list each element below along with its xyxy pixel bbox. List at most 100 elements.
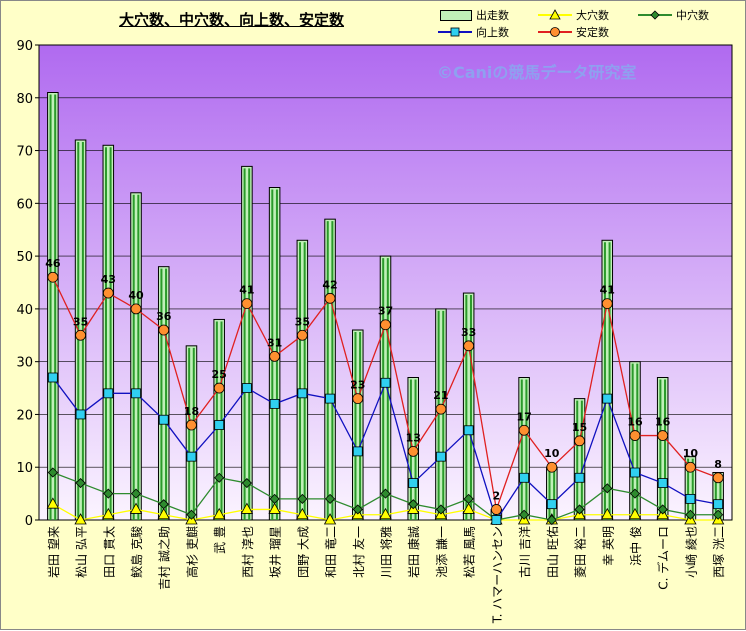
marker-point [463,493,474,504]
legend-swatch-line [538,25,572,39]
marker-point [296,329,308,341]
bar [102,144,115,521]
marker-point [325,393,335,404]
y-tick-label: 50 [16,250,33,265]
marker-point [102,287,114,299]
x-tick-label: 古川 吉洋 [517,526,532,578]
x-tick-label: 西村 淳也 [240,526,255,578]
marker-point [241,477,252,489]
marker-point [602,393,613,404]
marker-point [574,472,585,483]
marker-point [352,446,363,457]
marker-point [435,504,447,515]
bar-fill [47,92,59,521]
bar-fill [352,329,364,521]
legend-label: 安定数 [576,26,609,39]
bar-fill [213,318,225,521]
x-tick-label: 田口 貫太 [101,526,116,578]
data-label: 16 [627,416,643,429]
marker-point [103,488,114,499]
bar [185,345,198,521]
marker-point [379,507,392,520]
chart-title: 大穴数、中穴数、向上数、安定数 [119,11,345,29]
legend-item-mid-upset: 中穴数 [638,7,709,23]
bar-fill [102,144,115,521]
marker-point [130,488,142,499]
marker-point [629,488,641,499]
bar [157,266,170,521]
bar [47,92,59,521]
x-tick-label: C. デムーロ [656,526,671,590]
marker-point [240,502,254,514]
legend-swatch-line [538,8,572,22]
x-tick-label: 坂井 瑠星 [269,526,283,578]
data-label: 10 [544,447,560,460]
marker-point [519,472,529,483]
marker-point [408,499,419,510]
bar [296,239,309,521]
marker-point [380,319,391,331]
marker-point [47,372,58,383]
marker-point [463,340,475,352]
marker-point [213,382,225,394]
bar-fill [296,239,309,521]
marker-point [269,350,281,362]
bar-fill [241,165,253,521]
legend-item-big-upset: 大穴数 [538,7,609,23]
data-label: 41 [600,284,615,297]
legend-item-improved: 向上数 [438,24,509,40]
data-label: 43 [101,273,116,286]
marker-point [46,497,60,509]
marker-point [408,478,419,488]
data-label: 13 [406,431,421,444]
marker-point [657,478,668,488]
marker-point [296,507,309,520]
x-tick-label: 池添 謙一 [435,526,449,578]
marker-point [75,329,86,341]
y-tick-label: 20 [16,408,33,423]
bar-fill [601,239,614,521]
marker-point [518,424,530,436]
bar [130,192,142,521]
y-tick-label: 30 [16,356,33,371]
marker-point [352,393,364,405]
x-tick-label: 幸 英明 [601,526,615,566]
marker-point [157,507,170,520]
bar [352,329,364,521]
marker-point [47,467,58,478]
bar-fill [130,192,142,521]
x-tick-label: 浜中 俊 [628,526,643,566]
legend-label: 中穴数 [676,9,709,22]
x-tick-label: 松若 風馬 [463,526,477,578]
marker-point [462,502,475,514]
bar [546,466,558,521]
marker-point [75,409,86,420]
legend-swatch-line [638,8,672,22]
legend-swatch-line [438,25,472,39]
marker-point [74,513,87,525]
marker-point [352,504,363,515]
y-tick-label: 10 [16,461,33,476]
data-label: 42 [322,278,337,291]
data-label: 33 [461,326,476,339]
bar [518,377,530,521]
marker-point [630,467,640,478]
marker-point [628,507,642,520]
x-tick-label: T. ハマーハンセン [490,526,504,624]
bar [601,239,614,521]
marker-point [380,488,391,499]
marker-point [158,499,169,510]
y-tick-label: 90 [16,39,33,54]
x-tick-label: 団野 大成 [296,526,310,578]
marker-point [685,461,696,473]
y-tick-label: 0 [25,514,33,529]
marker-point [546,499,557,510]
marker-point [129,502,143,514]
marker-point [269,493,280,504]
y-tick-label: 40 [16,303,33,318]
legend-label: 大穴数 [576,9,609,22]
bar [324,218,336,521]
marker-point [186,509,197,520]
data-label: 35 [295,315,310,328]
